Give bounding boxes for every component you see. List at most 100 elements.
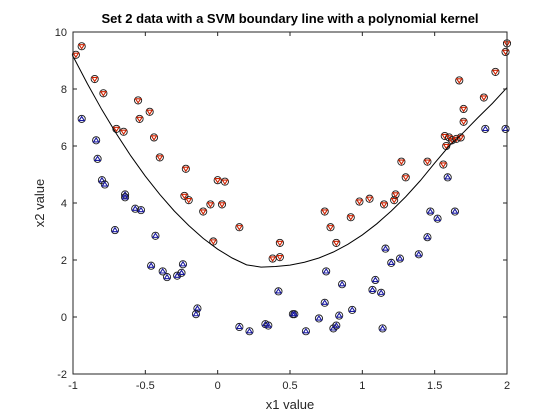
data-point [235, 223, 244, 232]
data-point [119, 127, 128, 136]
data-point [274, 287, 283, 296]
ticks-layer: -1 -0.5 0 0.5 1 1.5 2 -2 0 2 4 6 8 10 [55, 27, 510, 392]
series-upper [71, 39, 512, 263]
data-point [338, 280, 347, 289]
data-point [332, 238, 341, 247]
data-point [346, 213, 355, 222]
data-point [459, 117, 468, 126]
y-tick-label: 4 [61, 198, 67, 210]
boundary-layer [72, 55, 508, 268]
data-point [264, 321, 273, 330]
data-point [155, 153, 164, 162]
data-point [145, 107, 154, 116]
data-point [235, 322, 244, 332]
data-point [459, 104, 468, 113]
data-point [178, 260, 187, 269]
y-tick-label: 0 [61, 312, 67, 324]
data-point [147, 261, 156, 270]
data-point [368, 285, 377, 294]
data-point [481, 124, 490, 133]
data-point [390, 196, 399, 205]
data-point [245, 327, 254, 336]
data-point [456, 133, 465, 142]
data-point [121, 193, 130, 202]
data-point [275, 238, 284, 247]
data-point [426, 207, 435, 216]
data-point [77, 114, 86, 123]
x-tick-label: 0.5 [282, 380, 297, 392]
data-point [290, 310, 299, 319]
y-tick-label: 8 [61, 84, 67, 96]
data-point [180, 191, 189, 200]
x-tick-label: 0 [215, 380, 221, 392]
data-point [136, 206, 146, 215]
data-point [391, 190, 400, 199]
x-tick-label: 1 [359, 380, 365, 392]
data-point [177, 268, 186, 277]
y-tick-label: 10 [55, 27, 67, 39]
marks-layer [71, 39, 512, 336]
data-point [275, 253, 284, 262]
data-point [99, 89, 108, 98]
data-point [423, 233, 432, 242]
series-lower [77, 114, 510, 336]
y-tick-label: -2 [57, 369, 67, 381]
data-point [455, 76, 464, 85]
y-tick-label: 6 [61, 141, 67, 153]
data-point [193, 304, 202, 313]
data-point [355, 197, 364, 206]
data-point [314, 314, 323, 323]
y-axis-label: x2 value [32, 179, 47, 227]
x-axis-label: x1 value [266, 397, 314, 412]
data-point [181, 164, 190, 173]
data-point [397, 157, 406, 166]
data-point [433, 214, 442, 223]
data-point [112, 124, 121, 133]
data-point [162, 273, 172, 282]
x-tick-label: -1 [68, 380, 78, 392]
data-point [100, 180, 109, 189]
data-point [365, 194, 374, 203]
data-point [301, 327, 310, 336]
data-point [395, 254, 404, 263]
data-point [423, 157, 432, 166]
data-point [332, 321, 341, 330]
data-point [414, 250, 423, 259]
data-point [439, 160, 448, 169]
data-point [377, 288, 386, 297]
data-point [401, 173, 410, 182]
data-point [206, 200, 215, 209]
data-point [326, 223, 335, 232]
data-point [329, 324, 338, 333]
data-point [90, 74, 99, 84]
plot-area [73, 32, 507, 374]
data-point [209, 237, 218, 246]
x-tick-label: -0.5 [136, 380, 155, 392]
data-point [135, 114, 144, 123]
data-point [199, 207, 208, 216]
data-point [110, 226, 120, 235]
data-point [479, 93, 488, 102]
data-point [184, 196, 193, 205]
data-point [348, 305, 357, 314]
x-tick-label: 2 [504, 380, 510, 392]
data-point [191, 310, 201, 319]
data-point [335, 311, 344, 320]
data-point [131, 204, 140, 213]
data-point [93, 154, 102, 163]
data-point [381, 244, 390, 253]
data-point [322, 267, 331, 276]
data-point [491, 67, 500, 76]
data-point [371, 275, 380, 285]
data-point [320, 298, 329, 307]
y-tick-label: 2 [61, 255, 67, 267]
data-point [443, 173, 452, 182]
data-point [387, 258, 396, 267]
data-point [217, 200, 227, 209]
data-point [149, 133, 159, 142]
data-point [320, 207, 329, 216]
data-point [378, 324, 387, 333]
chart-title: Set 2 data with a SVM boundary line with… [101, 11, 478, 26]
